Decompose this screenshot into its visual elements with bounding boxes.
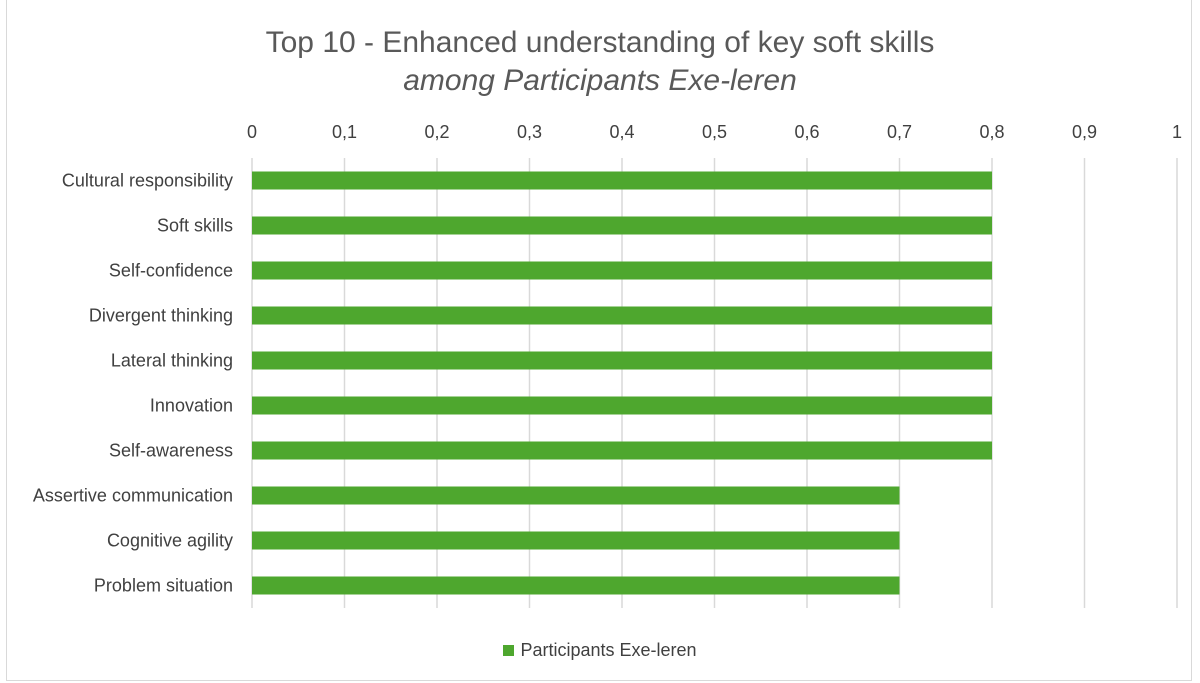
chart-title: Top 10 - Enhanced understanding of key s… [265,26,935,59]
bar [252,306,992,325]
legend: Participants Exe-leren [0,640,1200,661]
x-tick-label: 0,5 [702,122,727,142]
x-tick-label: 1 [1172,122,1182,142]
bar [252,576,900,595]
legend-label: Participants Exe-leren [520,640,697,660]
chart-frame [6,0,1192,681]
bar [252,441,992,460]
category-label: Self-awareness [109,441,233,461]
bar [252,216,992,235]
category-label: Innovation [150,396,233,416]
x-tick-label: 0,1 [332,122,357,142]
category-label: Cultural responsibility [62,171,233,191]
legend-swatch [503,645,515,656]
x-axis-tick-labels: 0 0,1 0,2 0,3 0,4 0,5 0,6 0,7 0,8 0,9 1 [247,122,1182,142]
chart-subtitle: among Participants Exe-leren [403,64,797,97]
category-label: Divergent thinking [89,306,233,326]
x-tick-label: 0,9 [1072,122,1097,142]
x-tick-label: 0,4 [609,122,634,142]
x-tick-label: 0 [247,122,257,142]
x-tick-label: 0,7 [887,122,912,142]
category-label: Problem situation [94,576,233,596]
category-label: Cognitive agility [107,531,233,551]
bar [252,351,992,370]
x-tick-label: 0,6 [794,122,819,142]
bar [252,171,992,190]
category-label: Assertive communication [33,486,233,506]
category-label: Soft skills [157,216,233,236]
bar [252,396,992,415]
x-tick-label: 0,2 [424,122,449,142]
bar [252,486,900,505]
bar [252,531,900,550]
category-label: Lateral thinking [111,351,233,371]
x-tick-label: 0,8 [979,122,1004,142]
bars [252,171,992,595]
y-axis-category-labels: Cultural responsibility Soft skills Self-c… [33,171,233,596]
x-tick-label: 0,3 [517,122,542,142]
category-label: Self-confidence [109,261,233,281]
bar [252,261,992,280]
